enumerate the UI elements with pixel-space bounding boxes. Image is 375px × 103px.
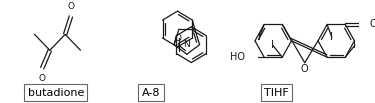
Text: O: O: [174, 34, 182, 43]
Text: I: I: [271, 40, 274, 50]
Text: O: O: [301, 64, 309, 74]
Text: TIHF: TIHF: [264, 88, 289, 98]
Text: butadione: butadione: [27, 88, 84, 98]
Text: I: I: [330, 32, 333, 42]
Text: N: N: [183, 40, 190, 49]
Text: A-8: A-8: [142, 88, 160, 98]
Text: O: O: [39, 74, 46, 83]
Text: O: O: [68, 2, 74, 11]
Text: HO: HO: [230, 52, 245, 62]
Text: O: O: [369, 19, 375, 29]
Text: I: I: [258, 32, 261, 42]
Text: I: I: [354, 40, 356, 50]
